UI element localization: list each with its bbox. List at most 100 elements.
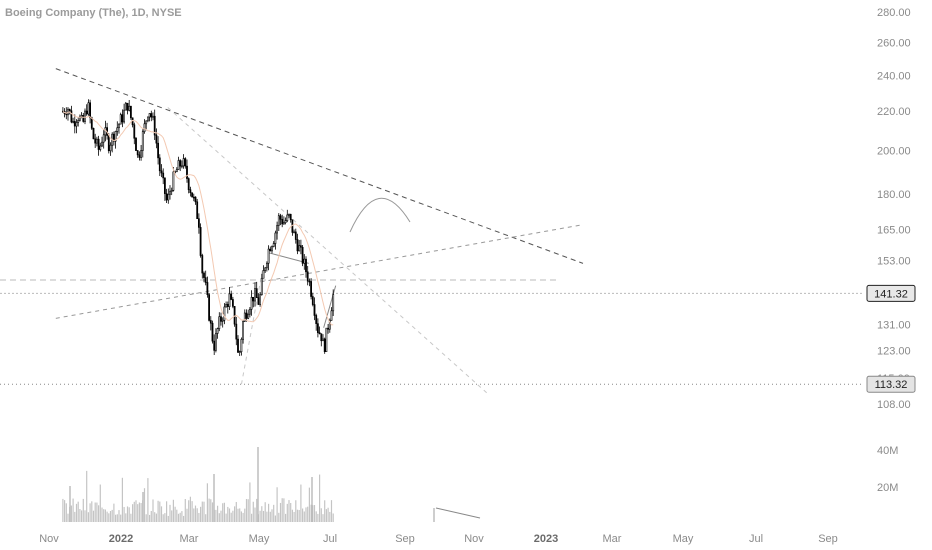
- candle-body: [293, 231, 295, 234]
- candle-body: [332, 294, 335, 312]
- candle-body: [128, 105, 131, 111]
- candle-body: [318, 332, 321, 334]
- candle-body: [177, 160, 180, 170]
- candle-body: [213, 340, 216, 351]
- candle-body: [305, 258, 307, 273]
- candle-body: [214, 333, 217, 351]
- volume-bar: [181, 511, 183, 522]
- volume-bar: [223, 502, 225, 522]
- candle-body: [85, 110, 88, 115]
- candle-body: [327, 327, 329, 330]
- price-tick-label: 240.00: [877, 70, 911, 82]
- candle-body: [269, 248, 272, 252]
- candle-body: [301, 246, 304, 264]
- volume-bar: [126, 506, 129, 522]
- volume-bar: [111, 509, 113, 522]
- volume-bar: [113, 503, 115, 522]
- candle-body: [175, 169, 178, 173]
- price-badge-label: 141.32: [874, 288, 908, 300]
- candle-body: [121, 114, 124, 123]
- candle-body: [75, 122, 78, 127]
- volume-bar: [295, 500, 297, 522]
- candle-body: [170, 190, 173, 192]
- candle-body: [150, 113, 153, 118]
- candle-body: [143, 123, 146, 133]
- candle-body: [68, 108, 71, 112]
- volume-bar: [147, 478, 149, 522]
- time-tick-label: Jul: [323, 533, 337, 545]
- candle-body: [296, 239, 299, 252]
- volume-bar: [77, 501, 79, 522]
- volume-bar: [254, 507, 256, 522]
- volume-bar: [75, 503, 78, 522]
- candle-body: [84, 110, 86, 122]
- candle-body: [238, 351, 241, 354]
- volume-bar: [109, 511, 112, 522]
- volume-bar: [286, 503, 288, 522]
- candle-body: [97, 138, 100, 150]
- volume-bar: [155, 513, 157, 522]
- volume-bar: [245, 499, 248, 522]
- candle-body: [313, 304, 316, 316]
- candle-body: [310, 281, 312, 297]
- volume-bar: [433, 508, 435, 522]
- volume-bar: [160, 506, 163, 522]
- candle-body: [203, 272, 205, 278]
- volume-bar: [213, 474, 215, 522]
- volume-bar: [165, 501, 168, 522]
- volume-bar: [278, 512, 280, 522]
- volume-bar: [329, 511, 331, 522]
- candle-body: [169, 191, 171, 195]
- volume-bar: [235, 501, 237, 522]
- volume-bar: [182, 515, 185, 522]
- volume-bar: [82, 498, 84, 522]
- candle-body: [250, 296, 253, 310]
- volume-bar: [257, 447, 259, 522]
- price-tick-label: 153.00: [877, 256, 911, 268]
- candle-body: [311, 296, 314, 305]
- volume-bar: [106, 511, 108, 522]
- candle-body: [118, 123, 120, 129]
- volume-bar: [176, 509, 178, 522]
- candle-body: [191, 192, 193, 198]
- volume-bar: [116, 514, 118, 522]
- volume-bar: [317, 513, 319, 522]
- candle-body: [78, 116, 81, 121]
- candle-body: [279, 215, 282, 220]
- candle-body: [254, 288, 256, 302]
- volume-bar: [308, 487, 310, 522]
- volume-bar: [138, 502, 140, 522]
- volume-bar: [63, 500, 66, 522]
- candle-body: [237, 338, 239, 353]
- volume-bar: [269, 511, 271, 522]
- candle-body: [152, 115, 154, 118]
- candle-body: [206, 282, 209, 295]
- volume-bar: [284, 513, 287, 522]
- candle-body: [223, 306, 226, 321]
- volume-bar: [69, 486, 71, 522]
- volume-bar: [298, 510, 300, 522]
- candle-body: [160, 170, 163, 174]
- volume-bar: [137, 504, 139, 522]
- candle-body: [281, 218, 284, 225]
- candle-body: [109, 144, 112, 152]
- candle-body: [199, 227, 202, 256]
- candle-body: [294, 231, 297, 240]
- price-badge: [866, 284, 916, 302]
- volume-bar: [281, 498, 283, 522]
- volume-bar: [288, 500, 290, 522]
- volume-bar: [322, 514, 324, 522]
- volume-bar: [198, 512, 200, 522]
- volume-bar: [142, 492, 144, 522]
- candle-body: [82, 115, 85, 122]
- volume-bar: [228, 508, 231, 522]
- candle-body: [124, 102, 127, 111]
- time-tick-label: Jul: [749, 533, 763, 545]
- volume-bar: [293, 511, 295, 522]
- volume-bar: [276, 487, 278, 522]
- volume-bar: [239, 508, 241, 522]
- candle-body: [148, 113, 151, 118]
- volume-bar: [271, 509, 273, 522]
- volume-bar: [259, 510, 261, 522]
